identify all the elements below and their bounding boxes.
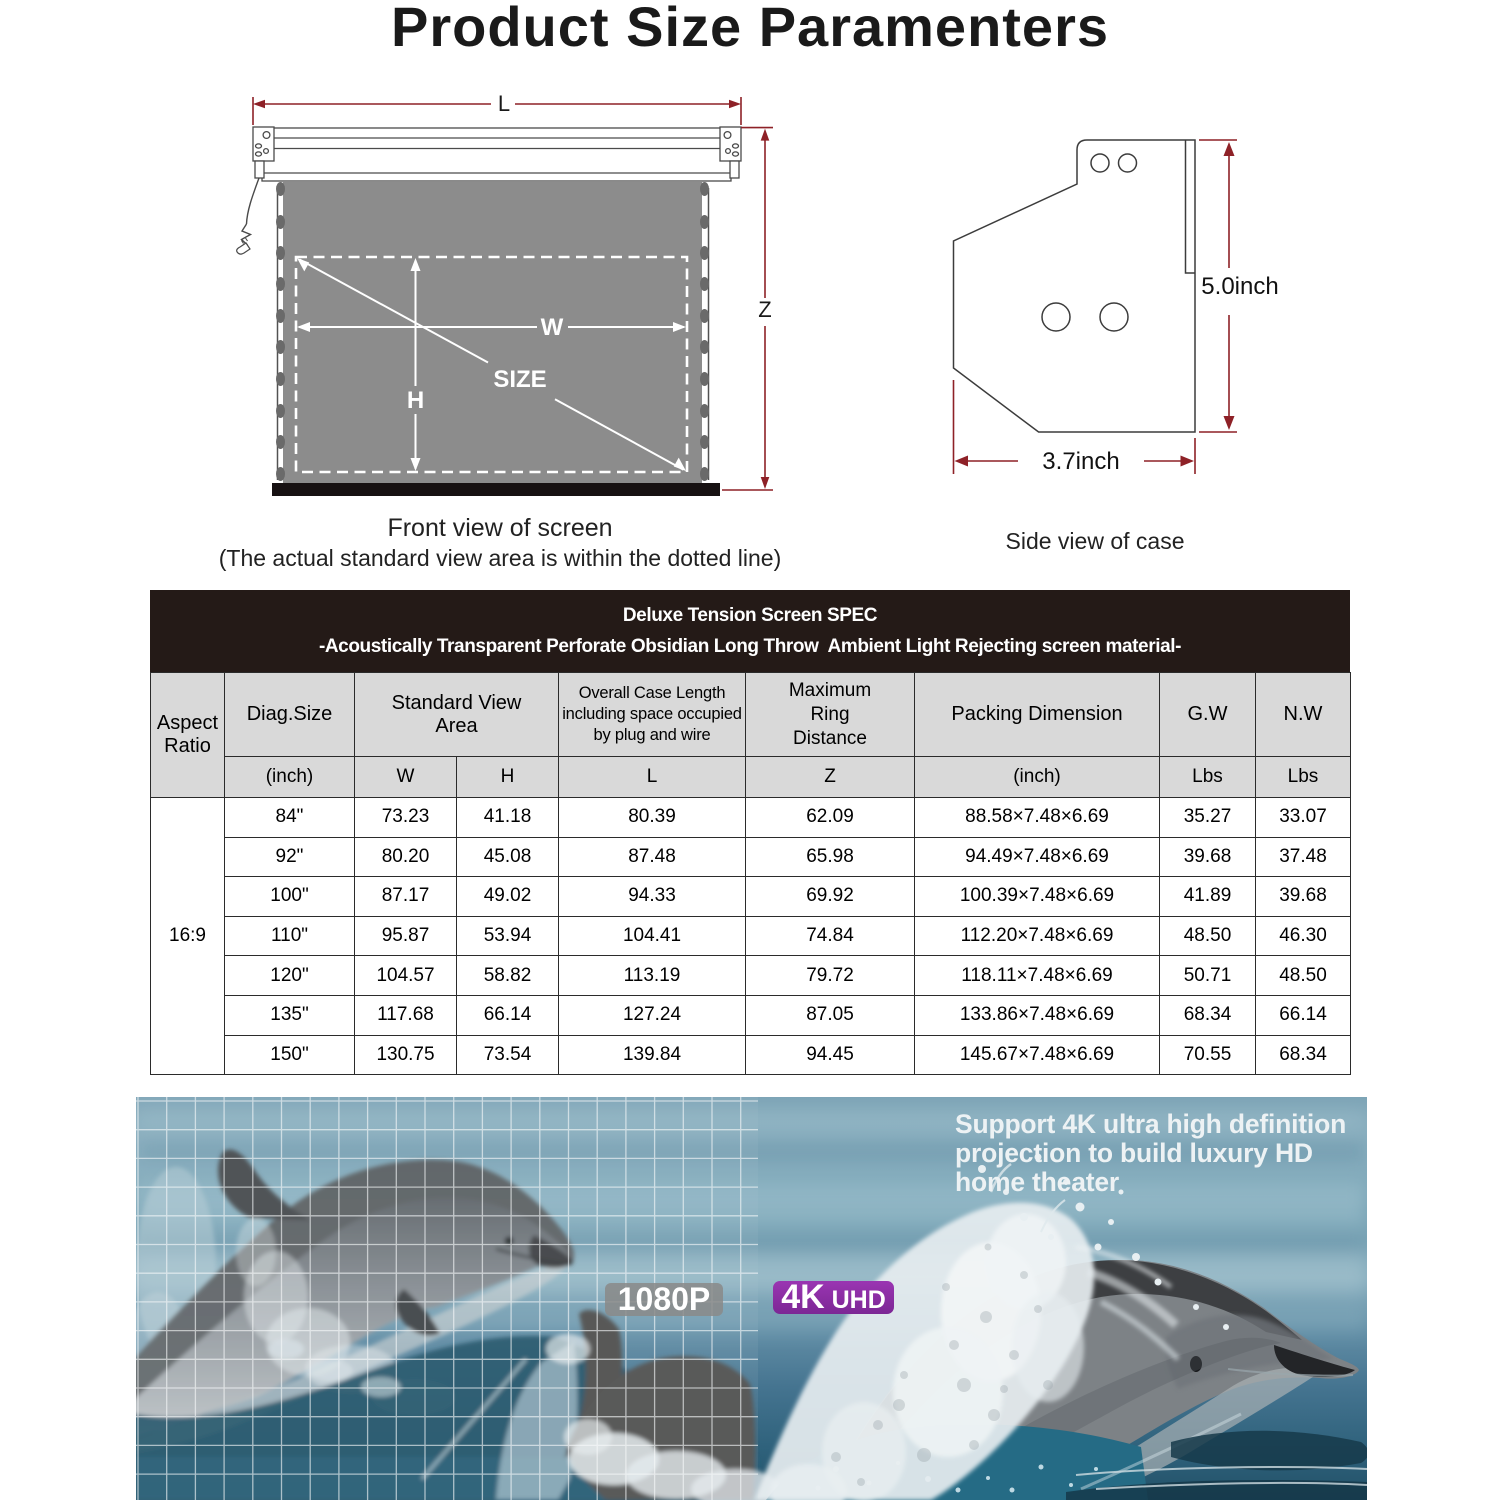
svg-text:H: H: [407, 387, 424, 414]
svg-text:SIZE: SIZE: [493, 366, 546, 393]
svg-text:L: L: [498, 91, 510, 116]
svg-text:3.7inch: 3.7inch: [1042, 448, 1119, 475]
svg-text:5.0inch: 5.0inch: [1201, 273, 1278, 300]
svg-text:W: W: [541, 314, 564, 341]
svg-text:Z: Z: [758, 297, 771, 322]
